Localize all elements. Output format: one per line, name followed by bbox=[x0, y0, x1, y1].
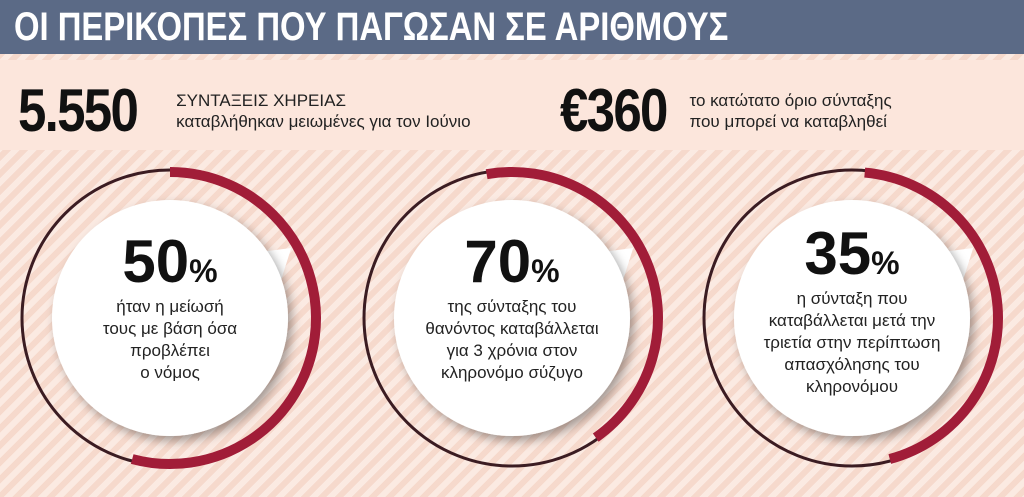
circle-line: προβλέπει bbox=[130, 341, 210, 360]
stat-text: ΣΥΝΤΑΞΕΙΣ ΧΗΡΕΙΑΣ καταβλήθηκαν μειωμένες … bbox=[176, 90, 470, 132]
circle-line: ο νόμος bbox=[140, 363, 200, 382]
ring-arc bbox=[485, 167, 663, 442]
stat-line: καταβλήθηκαν μειωμένες για τον Ιούνιο bbox=[176, 111, 471, 131]
circle-line: κληρονόμο σύζυγο bbox=[441, 363, 583, 382]
ring-arc bbox=[130, 167, 321, 469]
bubble bbox=[394, 200, 630, 436]
title: ΟΙ ΠΕΡΙΚΟΠΕΣ ΠΟΥ ΠΑΓΩΣΑΝ ΣΕ ΑΡΙΘΜΟΥΣ bbox=[14, 5, 729, 49]
stat-line: το κατώτατο όριο σύνταξης bbox=[689, 90, 892, 110]
circle-line: καταβάλλεται μετά την bbox=[769, 311, 935, 330]
percent-value: 50 bbox=[122, 228, 189, 295]
percent: 50% bbox=[122, 228, 217, 295]
stat-line: που μπορεί να καταβληθεί bbox=[689, 111, 887, 131]
percent-value: 35 bbox=[804, 220, 871, 287]
stat-figure: 5.550 bbox=[18, 77, 139, 144]
header: ΟΙ ΠΕΡΙΚΟΠΕΣ ΠΟΥ ΠΑΓΩΣΑΝ ΣΕ ΑΡΙΘΜΟΥΣ bbox=[0, 0, 1024, 54]
stat-line: ΣΥΝΤΑΞΕΙΣ ΧΗΡΕΙΑΣ bbox=[176, 90, 346, 110]
circle-line: απασχόλησης του bbox=[784, 355, 919, 374]
percent: 70% bbox=[464, 228, 559, 295]
bubble bbox=[52, 200, 288, 436]
circle-line: η σύνταξη που bbox=[797, 289, 908, 308]
circle-line: ήταν η μείωσή bbox=[116, 297, 224, 316]
stat: 5.550 ΣΥΝΤΑΞΕΙΣ ΧΗΡΕΙΑΣ καταβλήθηκαν μειωμ… bbox=[18, 76, 471, 145]
percent-value: 70 bbox=[464, 228, 531, 295]
percent-unit: % bbox=[531, 253, 559, 289]
circle-line: τους με βάση όσα bbox=[103, 319, 237, 338]
circle-line: για 3 χρόνια στον bbox=[447, 341, 578, 360]
percent-unit: % bbox=[189, 253, 217, 289]
stat-text: το κατώτατο όριο σύνταξης που μπορεί να κ… bbox=[689, 90, 891, 132]
percent: 35% bbox=[804, 220, 899, 287]
stat-figure: €360 bbox=[560, 77, 668, 144]
bubble bbox=[734, 200, 970, 436]
circle-line: της σύνταξης του bbox=[448, 297, 577, 316]
stat: €360 το κατώτατο όριο σύνταξης που μπορεί … bbox=[560, 76, 892, 145]
circle-line: κληρονόμου bbox=[806, 377, 898, 396]
stats-band: 5.550 ΣΥΝΤΑΞΕΙΣ ΧΗΡΕΙΑΣ καταβλήθηκαν μειωμ… bbox=[0, 60, 1024, 150]
ring-arc bbox=[864, 167, 1003, 464]
percent-unit: % bbox=[871, 245, 899, 281]
circle-line: τριετία στην περίπτωση bbox=[764, 333, 941, 352]
circle-line: θανόντος καταβάλλεται bbox=[425, 319, 598, 338]
